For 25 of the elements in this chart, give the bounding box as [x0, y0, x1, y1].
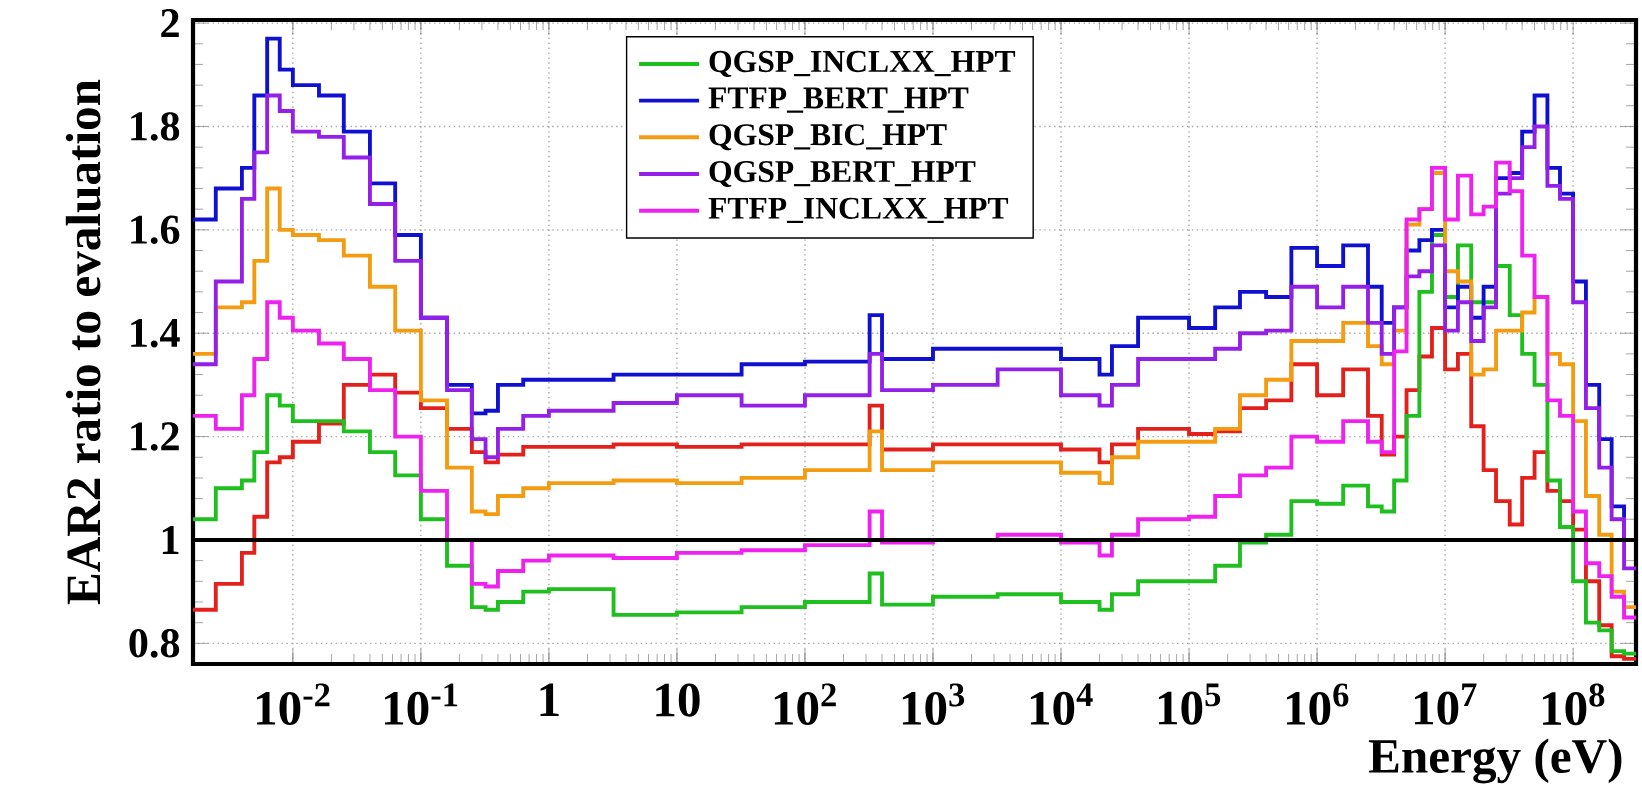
legend-label: QGSP_BERT_HPT [709, 160, 976, 187]
y-tick-label: 1 [162, 526, 179, 554]
x-axis-title: Energy (eV) [1368, 738, 1622, 784]
x-tick-label: 10$^{-1}$ [385, 683, 458, 726]
x-tick-label: 10$^{4}$ [1030, 683, 1093, 725]
x-tick-label: 10$^{7}$ [1414, 683, 1477, 725]
y-tick-label: 1.4 [131, 319, 180, 348]
x-tick-label: 10$^{6}$ [1286, 683, 1349, 726]
y-tick-label: 1.6 [131, 215, 180, 245]
x-tick-label: 10$^{-2}$ [257, 683, 330, 726]
y-tick-label: 0.8 [129, 628, 180, 658]
x-tick-label: 1 [540, 683, 559, 716]
x-tick-label: 10$^{5}$ [1158, 683, 1221, 725]
legend-label: QGSP_INCLXX_HPT [709, 50, 1016, 77]
y-tick-label: 2 [161, 9, 179, 38]
x-tick-label: 10$^{8}$ [1542, 683, 1605, 726]
y-axis-title: EAR2 ratio to evaluation [65, 79, 101, 605]
x-tick-label: 10$^{2}$ [774, 683, 836, 726]
legend-label: FTFP_BERT_HPT [708, 87, 969, 113]
legend-label: FTFP_INCLXX_HPT [708, 197, 1009, 224]
x-tick-label: 10 [656, 683, 700, 717]
y-tick-label: 1.8 [131, 112, 180, 141]
x-tick-label: 10$^{3}$ [902, 683, 965, 726]
y-tick-label: 1.2 [131, 422, 179, 451]
legend-label: QGSP_BIC_HPT [709, 124, 947, 151]
